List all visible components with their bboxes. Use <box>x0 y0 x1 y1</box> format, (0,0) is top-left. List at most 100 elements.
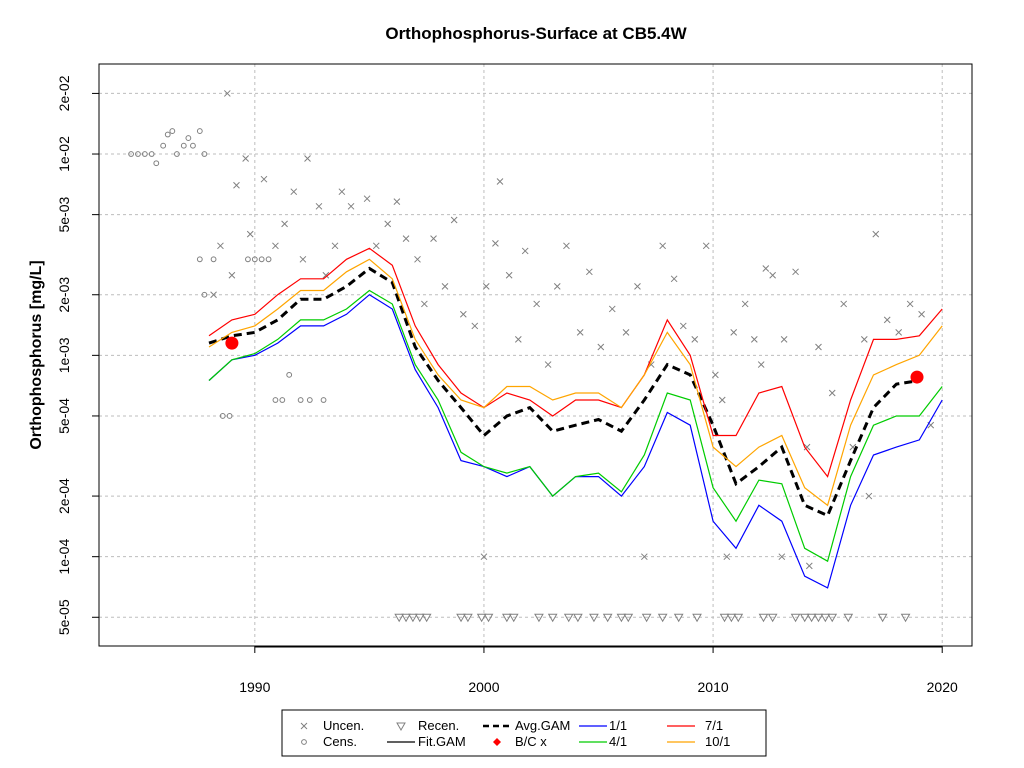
uncensored-point <box>634 283 641 290</box>
recensored-point <box>733 613 744 623</box>
uncensored-point <box>393 198 401 206</box>
uncensored-points <box>210 90 935 570</box>
recensored-point <box>589 613 599 623</box>
censored-point <box>306 397 313 403</box>
uncensored-point <box>402 235 410 242</box>
uncensored-point <box>363 195 371 203</box>
uncensored-point <box>372 242 380 250</box>
uncensored-point <box>290 188 298 196</box>
y-tick-label: 1e-04 <box>56 539 72 575</box>
recensored-point <box>394 613 405 623</box>
uncensored-point <box>496 178 504 185</box>
recensored-point <box>563 613 574 623</box>
uncensored-point <box>246 230 254 238</box>
recensored-point <box>463 613 473 623</box>
uncensored-point <box>865 492 873 500</box>
uncensored-point <box>718 396 726 404</box>
grid-layer <box>99 64 972 646</box>
legend-item-avg-gam: Avg.GAM <box>483 718 570 733</box>
y-axis: 5e-05 1e-04 2e-04 5e-04 1e-03 2e-03 5e-03 1e-02… <box>56 75 99 635</box>
uncensored-point <box>769 271 777 279</box>
recensored-point <box>692 613 702 623</box>
recensored-point <box>719 613 730 623</box>
uncensored-point <box>778 553 786 561</box>
censored-point <box>201 291 208 298</box>
recensored-point <box>767 613 778 623</box>
uncensored-point <box>242 155 249 162</box>
uncensored-point <box>331 242 339 250</box>
recensored-point <box>573 613 583 623</box>
uncensored-point <box>482 283 490 290</box>
y-axis-label: Orthophosphorus [mg/L] <box>28 260 45 449</box>
uncensored-point <box>750 336 758 343</box>
legend-symbol <box>301 739 307 745</box>
legend-item-fit-gam: Fit.GAM <box>387 734 466 749</box>
legend-item-1-1: 1/1 <box>579 718 627 733</box>
censored-point <box>210 256 217 263</box>
uncensored-point <box>514 336 522 343</box>
censored-point <box>185 135 192 141</box>
legend-label: Uncen. <box>323 718 364 733</box>
uncensored-point <box>780 336 788 343</box>
uncensored-point <box>585 268 593 276</box>
legend-item-10-1: 10/1 <box>667 734 730 749</box>
uncensored-point <box>338 188 346 196</box>
uncensored-point <box>803 443 811 451</box>
x-axis: 1990 2000 2010 2020 <box>239 646 958 695</box>
recensored-point <box>806 613 817 623</box>
recensored-point <box>602 613 613 623</box>
recensored-point <box>616 613 627 623</box>
censored-point <box>141 151 148 157</box>
uncensored-point <box>553 283 561 290</box>
uncensored-point <box>762 265 770 272</box>
uncensored-point <box>883 316 891 324</box>
uncensored-point <box>918 310 925 318</box>
censored-point <box>160 142 167 149</box>
censored-point <box>153 160 160 167</box>
censored-point <box>320 397 327 403</box>
legend-label: Fit.GAM <box>418 734 466 749</box>
bc-points <box>225 336 924 384</box>
legend-label: Avg.GAM <box>515 718 570 733</box>
series-10-1-line <box>208 258 943 507</box>
uncensored-point <box>441 283 449 290</box>
x-tick-label: 2020 <box>927 679 958 695</box>
uncensored-point <box>815 343 822 351</box>
recensored-point <box>414 613 425 623</box>
uncensored-point <box>260 175 268 183</box>
uncensored-point <box>679 322 687 330</box>
recensored-point <box>758 613 769 623</box>
legend-label: Cens. <box>323 734 357 749</box>
recensored-point <box>501 613 512 623</box>
censored-point <box>265 256 272 263</box>
censored-point <box>196 256 203 263</box>
uncensored-point <box>670 275 678 283</box>
bc-point <box>225 336 239 350</box>
uncensored-point <box>702 242 710 250</box>
y-tick-label: 2e-04 <box>56 478 72 514</box>
censored-point <box>169 128 176 134</box>
uncensored-point <box>895 329 903 336</box>
recensored-point <box>827 613 838 623</box>
legend-label: 10/1 <box>705 734 730 749</box>
y-tick-label: 5e-05 <box>56 599 72 635</box>
uncensored-point <box>576 329 584 336</box>
uncensored-point <box>533 300 540 308</box>
recensored-point <box>813 613 824 623</box>
censored-point <box>219 413 226 419</box>
uncensored-point <box>421 300 428 308</box>
recensored-point <box>476 613 487 623</box>
recensored-point <box>799 613 810 623</box>
recensored-point <box>547 613 558 623</box>
uncensored-point <box>414 255 421 263</box>
uncensored-point <box>492 239 499 247</box>
uncensored-point <box>544 361 552 368</box>
recensored-point <box>820 613 831 623</box>
censored-point <box>258 256 265 263</box>
uncensored-point <box>805 562 813 570</box>
recensored-point <box>623 613 634 623</box>
recensored-point <box>790 613 801 623</box>
recensored-point <box>877 613 888 623</box>
uncensored-point <box>792 268 799 276</box>
